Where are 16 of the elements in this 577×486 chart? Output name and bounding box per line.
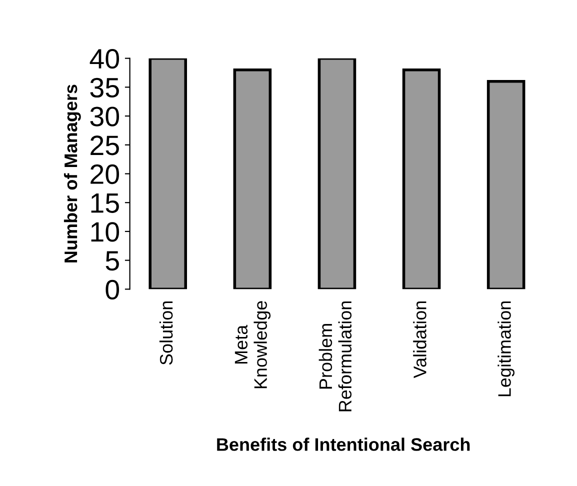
x-tick-label: Problem Reformulation [318, 301, 352, 412]
x-tick-label: Meta Knowledge [234, 301, 271, 388]
y-tick-label: 35 [90, 78, 119, 98]
y-tick-label: 15 [91, 194, 119, 213]
y-tick-label: 20 [90, 164, 120, 184]
y-tick-label: 10 [91, 222, 120, 242]
y-tick-label: 30 [90, 106, 120, 126]
y-axis-title: Number of Managers [64, 84, 81, 262]
x-tick-label: Legitimation [498, 301, 514, 396]
x-tick-label: Validation [413, 301, 426, 378]
y-tick-label: 0 [106, 280, 120, 300]
x-tick-label: Solution [159, 301, 173, 365]
y-tick-label: 5 [106, 251, 119, 271]
y-tick-label: 25 [90, 136, 119, 156]
y-tick-label: 40 [90, 48, 120, 69]
x-axis-title: Benefits of Intentional Search [217, 438, 470, 451]
